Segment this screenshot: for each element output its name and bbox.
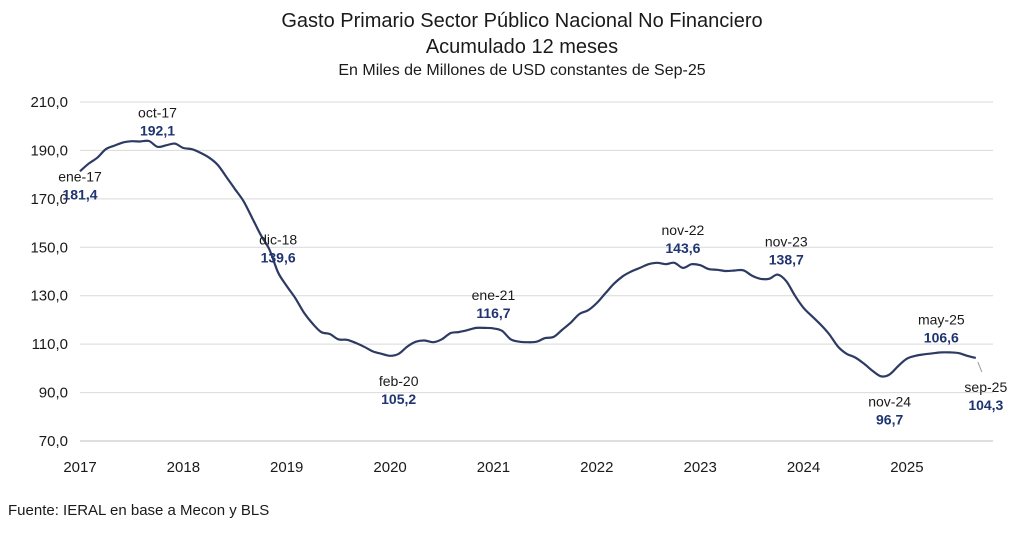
annotation-date-label: nov-23 [765, 234, 808, 250]
annotation-value-label: 181,4 [62, 186, 97, 202]
annotation-value-label: 104,3 [968, 397, 1003, 413]
axes: 70,0 90,0 110,0 130,0 150,0 170,0 190,0 210,0 20… [30, 94, 923, 476]
x-tick-label: 2022 [580, 459, 613, 476]
x-tick-label: 2024 [787, 459, 820, 476]
annotation-date-label: dic-18 [259, 231, 297, 247]
x-tick-label: 2021 [477, 459, 510, 476]
annotation-date-label: feb-20 [379, 373, 419, 389]
x-tick-label: 2023 [683, 459, 716, 476]
x-tick-label: 2018 [167, 459, 200, 476]
annotation-value-label: 96,7 [876, 411, 903, 427]
y-tick-label: 110,0 [32, 336, 68, 353]
y-tick-label: 170,0 [30, 191, 68, 208]
x-tick-label: 2017 [63, 459, 96, 476]
x-tick-label: 2025 [890, 459, 923, 476]
annotations: ene-17 181,4 oct-17 192,1 dic-18 139,6 feb-20 1… [58, 104, 1007, 427]
chart-title: Gasto Primario Sector Público Nacional N… [281, 10, 763, 32]
annotation-value-label: 116,7 [476, 305, 510, 321]
chart-subtitle: En Miles de Millones de USD constantes d… [338, 62, 706, 79]
y-tick-label: 210,0 [30, 94, 68, 111]
annotation-value-label: 138,7 [769, 252, 804, 268]
annotation-date-label: nov-22 [662, 222, 705, 238]
series-line-0 [79, 139, 977, 378]
annotation-value-label: 139,6 [261, 249, 296, 265]
gridlines [80, 101, 993, 442]
annotation-date-label: may-25 [918, 311, 965, 327]
chart-title-line2: Acumulado 12 meses [425, 36, 619, 58]
annotation-date-label: ene-17 [58, 168, 102, 184]
source-note: Fuente: IERAL en base a Mecon y BLS [8, 502, 270, 519]
y-tick-label: 70,0 [39, 433, 68, 450]
annotation-value-label: 105,2 [381, 391, 416, 407]
annotation-date-label: nov-24 [868, 393, 911, 409]
annotation-value-label: 143,6 [665, 240, 700, 256]
x-tick-label: 2019 [270, 459, 303, 476]
annotation-date-label: ene-21 [472, 287, 516, 303]
x-tick-label: 2020 [373, 459, 406, 476]
chart-title-block: Gasto Primario Sector Público Nacional N… [0, 8, 1024, 82]
annotation-leader [977, 361, 983, 373]
annotation-date-label: sep-25 [964, 379, 1007, 395]
y-tick-label: 190,0 [30, 142, 68, 159]
annotation-value-label: 192,1 [140, 122, 175, 138]
series-layer [79, 139, 977, 378]
y-tick-label: 90,0 [39, 385, 68, 402]
y-tick-label: 130,0 [30, 288, 68, 305]
annotation-date-label: oct-17 [138, 104, 177, 120]
y-tick-label: 150,0 [30, 239, 68, 256]
annotation-value-label: 106,6 [924, 329, 959, 345]
